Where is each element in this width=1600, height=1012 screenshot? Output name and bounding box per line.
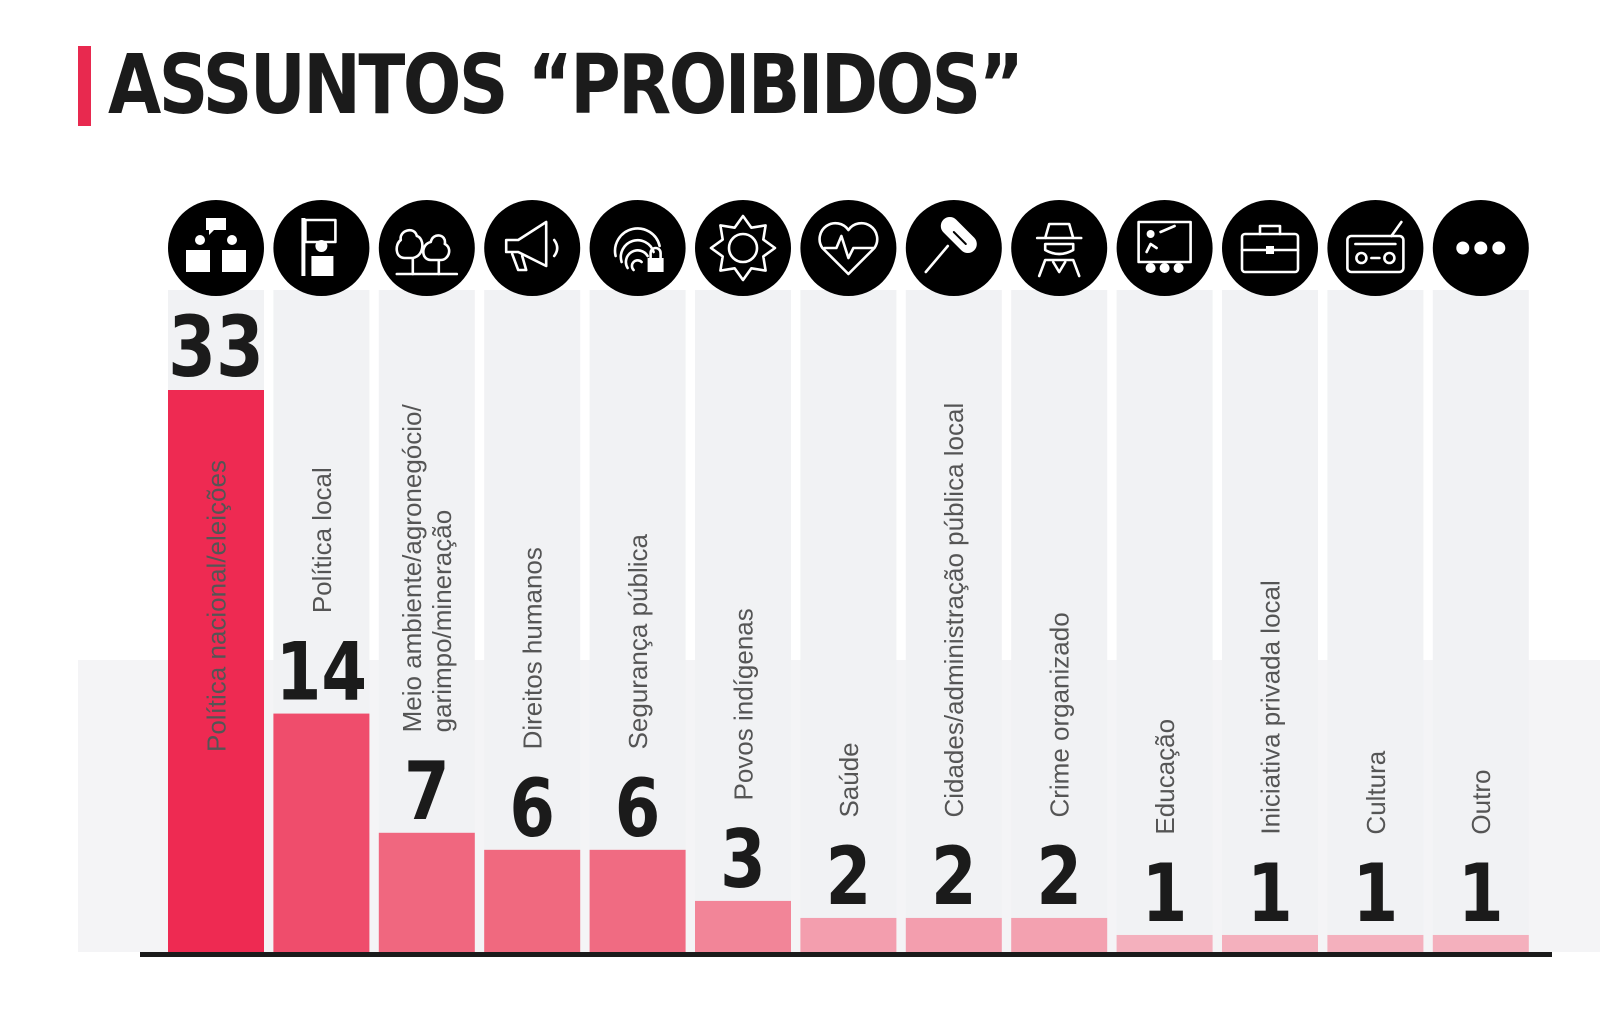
column-background xyxy=(905,290,1002,952)
bar xyxy=(905,917,1002,952)
debate-icon xyxy=(168,200,264,296)
sun-icon xyxy=(695,200,791,296)
fingerprint-lock-icon xyxy=(589,200,686,296)
value-label: 1 xyxy=(1142,848,1188,941)
value-label: 1 xyxy=(1458,848,1504,941)
value-label: 33 xyxy=(168,299,264,396)
column-background xyxy=(589,290,686,952)
trees-icon xyxy=(378,200,475,296)
column-background xyxy=(800,290,897,952)
value-label: 2 xyxy=(826,831,872,924)
column-background xyxy=(1222,290,1318,952)
value-label: 1 xyxy=(1353,848,1399,941)
bar xyxy=(1222,934,1318,952)
category-label: Cidades/administração pública local xyxy=(939,403,969,818)
category-label: Cultura xyxy=(1361,750,1391,834)
bar xyxy=(168,390,264,952)
category-label: Outro xyxy=(1466,770,1496,835)
column-background xyxy=(695,290,791,952)
bar xyxy=(1011,917,1108,952)
value-label: 6 xyxy=(509,763,555,856)
value-label: 3 xyxy=(720,814,766,907)
category-label: Política nacional/eleições xyxy=(201,460,231,752)
category-label: Política local xyxy=(307,467,337,613)
heartbeat-icon xyxy=(800,200,897,296)
bar xyxy=(695,900,791,952)
category-label: Saúde xyxy=(834,742,864,817)
category-label: Educação xyxy=(1150,719,1180,835)
bar xyxy=(378,832,475,952)
more-icon xyxy=(1432,200,1529,296)
value-label: 2 xyxy=(931,831,977,924)
category-label: Segurança pública xyxy=(623,534,653,750)
category-label: Iniciativa privada local xyxy=(1255,580,1285,834)
spy-icon xyxy=(1011,200,1108,296)
radio-icon xyxy=(1327,200,1424,296)
briefcase-icon xyxy=(1222,200,1318,296)
column-background xyxy=(1432,290,1529,952)
megaphone-icon xyxy=(484,200,581,296)
bar xyxy=(1327,934,1424,952)
politician-icon xyxy=(273,200,370,296)
chart-title: ASSUNTOS “PROIBIDOS” xyxy=(108,38,1024,133)
category-label: Direitos humanos xyxy=(518,547,548,749)
category-label: Meio ambiente/agronegócio/garimpo/minera… xyxy=(397,404,457,733)
x-axis-baseline xyxy=(140,952,1552,957)
column-background xyxy=(1327,290,1424,952)
microphone-icon xyxy=(905,200,1002,296)
column-background xyxy=(484,290,581,952)
value-label: 1 xyxy=(1247,848,1293,941)
column-background xyxy=(1011,290,1108,952)
column-background xyxy=(1116,290,1213,952)
bar xyxy=(484,849,581,952)
bar xyxy=(1116,934,1213,952)
value-label: 6 xyxy=(615,763,661,856)
bar xyxy=(589,849,686,952)
value-label: 7 xyxy=(404,746,450,839)
category-label: Crime organizado xyxy=(1045,612,1075,817)
value-label: 2 xyxy=(1036,831,1082,924)
classroom-icon xyxy=(1116,200,1213,296)
bar xyxy=(800,917,897,952)
bar xyxy=(1432,934,1529,952)
value-label: 14 xyxy=(276,626,367,719)
category-label: Povos indígenas xyxy=(728,608,758,800)
title-accent-bar xyxy=(78,46,91,126)
bar xyxy=(273,713,370,952)
